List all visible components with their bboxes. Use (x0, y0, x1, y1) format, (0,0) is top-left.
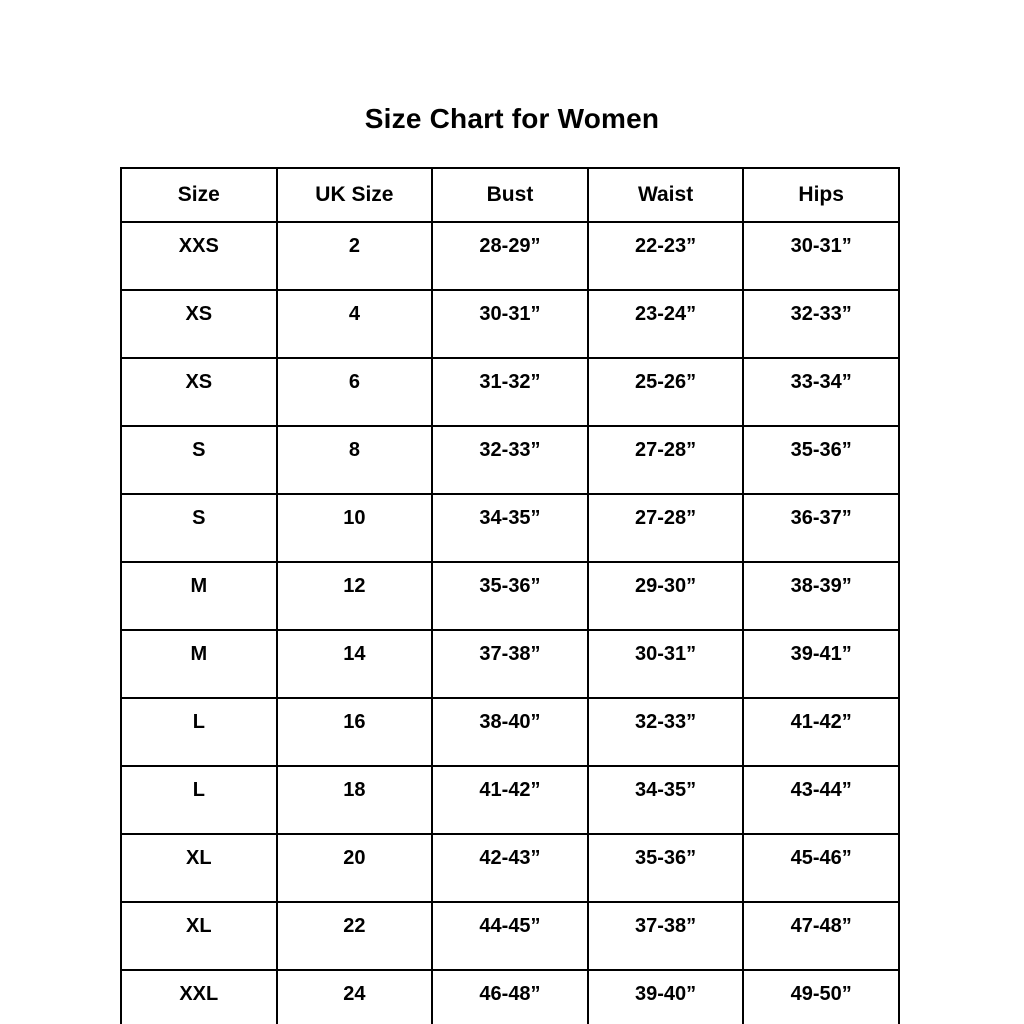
column-header: UK Size (275, 167, 434, 223)
table-cell: 37-38” (586, 901, 745, 971)
table-header: Size UK Size Bust Waist Hips (120, 167, 900, 223)
table-cell: 37-38” (431, 629, 589, 699)
table-cell: 42-43” (431, 833, 589, 903)
table-cell: 47-48” (742, 901, 900, 971)
table-cell: 30-31” (742, 221, 900, 291)
table-cell: XL (120, 901, 278, 971)
table-cell: 41-42” (431, 765, 589, 835)
table-row: S 8 32-33” 27-28” 35-36” (120, 425, 900, 495)
size-chart-table: Size UK Size Bust Waist Hips XXS 2 28-29” 22-23… (120, 167, 900, 1024)
table-row: XS 6 31-32” 25-26” 33-34” (120, 357, 900, 427)
table-row: L 18 41-42” 34-35” 43-44” (120, 765, 900, 835)
table-row: M 14 37-38” 30-31” 39-41” (120, 629, 900, 699)
column-header: Hips (742, 167, 900, 223)
table-cell: 39-41” (742, 629, 900, 699)
table-cell: 35-36” (586, 833, 745, 903)
table-cell: 43-44” (742, 765, 900, 835)
table-row: L 16 38-40” 32-33” 41-42” (120, 697, 900, 767)
table-cell: 44-45” (431, 901, 589, 971)
table-cell: XXS (120, 221, 278, 291)
table-cell: 35-36” (431, 561, 589, 631)
table-cell: 12 (275, 561, 434, 631)
table-cell: 28-29” (431, 221, 589, 291)
table-cell: 23-24” (586, 289, 745, 359)
table-cell: 16 (275, 697, 434, 767)
table-cell: 22 (275, 901, 434, 971)
table-cell: 30-31” (586, 629, 745, 699)
table-cell: 6 (275, 357, 434, 427)
table-cell: 10 (275, 493, 434, 563)
table-cell: 24 (275, 969, 434, 1024)
table-cell: 8 (275, 425, 434, 495)
table-cell: 32-33” (586, 697, 745, 767)
table-cell: 22-23” (586, 221, 745, 291)
table-cell: 31-32” (431, 357, 589, 427)
table-cell: 2 (275, 221, 434, 291)
table-cell: 34-35” (431, 493, 589, 563)
table-cell: L (120, 765, 278, 835)
table-row: S 10 34-35” 27-28” 36-37” (120, 493, 900, 563)
table-cell: XS (120, 357, 278, 427)
table-cell: XXL (120, 969, 278, 1024)
table-cell: S (120, 493, 278, 563)
table-cell: M (120, 561, 278, 631)
table-row: XL 22 44-45” 37-38” 47-48” (120, 901, 900, 971)
table-row: M 12 35-36” 29-30” 38-39” (120, 561, 900, 631)
page-title: Size Chart for Women (364, 103, 660, 134)
table-cell: 30-31” (431, 289, 589, 359)
table-cell: XS (120, 289, 278, 359)
table-cell: 46-48” (431, 969, 589, 1024)
column-header: Waist (586, 167, 745, 223)
table-row: XXS 2 28-29” 22-23” 30-31” (120, 221, 900, 291)
table-cell: M (120, 629, 278, 699)
table-cell: 32-33” (431, 425, 589, 495)
table-cell: 27-28” (586, 493, 745, 563)
table-cell: S (120, 425, 278, 495)
table-cell: 35-36” (742, 425, 900, 495)
header-row: Size UK Size Bust Waist Hips (120, 167, 900, 223)
table-cell: L (120, 697, 278, 767)
table-cell: 33-34” (742, 357, 900, 427)
table-cell: 4 (275, 289, 434, 359)
table-cell: 38-40” (431, 697, 589, 767)
table-cell: 32-33” (742, 289, 900, 359)
table-row: XL 20 42-43” 35-36” 45-46” (120, 833, 900, 903)
table-cell: XL (120, 833, 278, 903)
table-cell: 29-30” (586, 561, 745, 631)
table-cell: 45-46” (742, 833, 900, 903)
column-header: Size (120, 167, 278, 223)
table-cell: 14 (275, 629, 434, 699)
table-cell: 39-40” (586, 969, 745, 1024)
table-cell: 38-39” (742, 561, 900, 631)
table-cell: 41-42” (742, 697, 900, 767)
table-cell: 49-50” (742, 969, 900, 1024)
table-cell: 27-28” (586, 425, 745, 495)
table-row: XXL 24 46-48” 39-40” 49-50” (120, 969, 900, 1024)
table-cell: 25-26” (586, 357, 745, 427)
column-header: Bust (431, 167, 589, 223)
table-cell: 18 (275, 765, 434, 835)
table-body: XXS 2 28-29” 22-23” 30-31” XS 4 30-31” 23-24” 32-… (120, 221, 900, 1024)
table-row: XS 4 30-31” 23-24” 32-33” (120, 289, 900, 359)
table-cell: 20 (275, 833, 434, 903)
table-cell: 36-37” (742, 493, 900, 563)
table-cell: 34-35” (586, 765, 745, 835)
